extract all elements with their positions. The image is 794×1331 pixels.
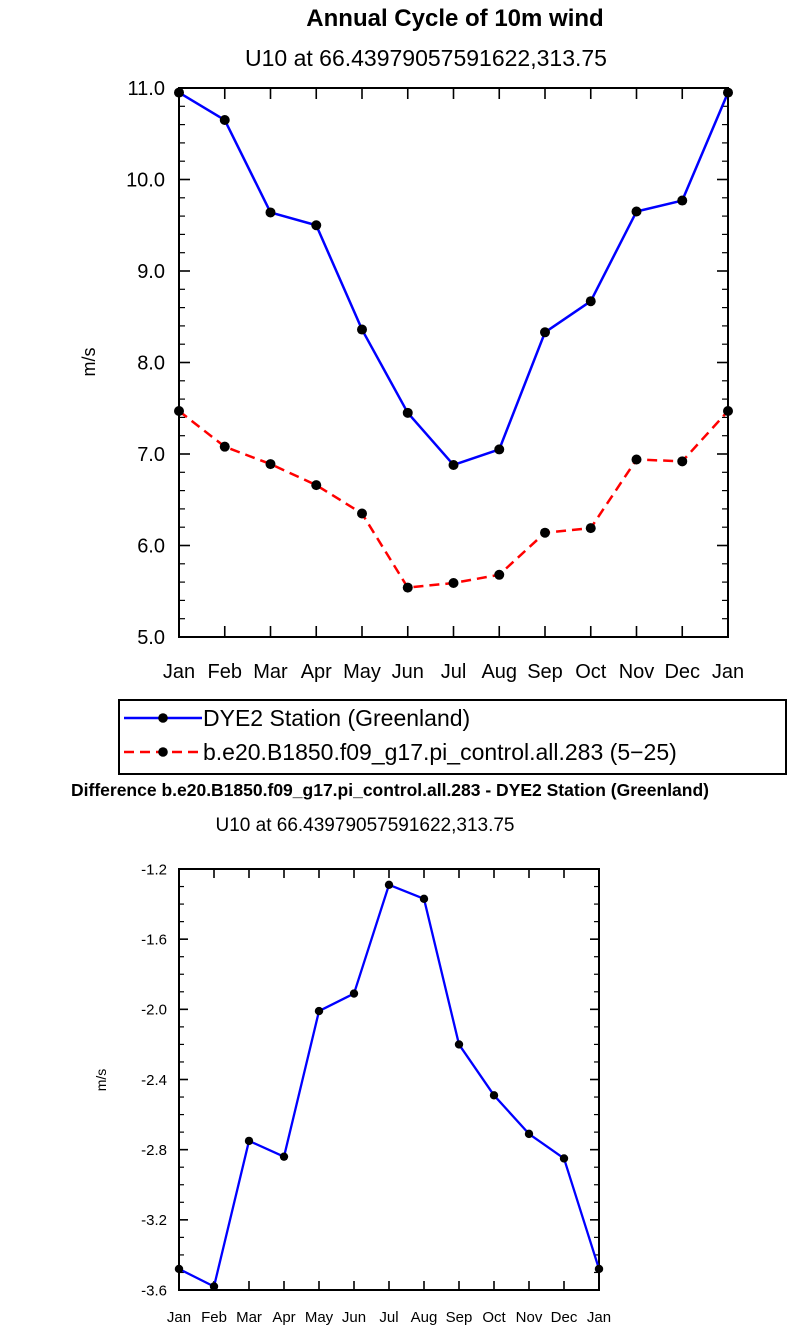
chart1-series-1-point	[585, 523, 596, 534]
chart2-xtick-label: Aug	[411, 1309, 438, 1326]
chart1-series-0-point	[585, 296, 596, 307]
chart2-title: Difference b.e20.B1850.f09_g17.pi_contro…	[71, 780, 709, 800]
chart1-series-1-point	[723, 405, 733, 416]
chart1-ytick-label: 9.0	[137, 261, 165, 283]
chart2-series-0-point	[384, 880, 394, 889]
chart2-ytick-label: -1.6	[141, 932, 167, 949]
chart2-series-0-point	[209, 1282, 219, 1291]
chart1-xtick-label: Dec	[664, 661, 700, 683]
chart2-subtitle: U10 at 66.43979057591622,313.75	[216, 815, 515, 836]
chart2-xtick-label: Oct	[482, 1309, 506, 1326]
chart2-frame	[178, 868, 600, 1291]
chart1-series-0-point	[219, 115, 230, 126]
legend-marker-control	[158, 747, 168, 757]
chart1-ytick-label: 11.0	[128, 78, 165, 100]
chart1-series-0-point	[448, 459, 459, 470]
chart2-ytick-label: -1.2	[141, 861, 167, 878]
chart1-series-1-point	[311, 480, 322, 491]
chart1-series-1-point	[494, 569, 505, 580]
chart2-ylabel: m/s	[93, 1069, 109, 1092]
chart1-ytick-label: 6.0	[137, 536, 165, 558]
chart2-series-0-point	[454, 1040, 464, 1049]
chart1-series-1-point	[677, 456, 688, 467]
chart1-title: Annual Cycle of 10m wind	[306, 5, 603, 32]
chart1-xtick-label: Jun	[392, 661, 424, 683]
chart2-xtick-label: Nov	[516, 1309, 543, 1326]
chart2-xtick-label: Jan	[587, 1309, 611, 1326]
chart2-series-0-point	[244, 1136, 254, 1146]
chart2-xtick-label: Dec	[551, 1309, 578, 1326]
chart2-xtick-label: Jul	[379, 1309, 398, 1326]
chart2-ytick-label: -2.8	[141, 1142, 167, 1159]
chart2-ytick-label: -3.6	[141, 1282, 167, 1299]
chart1-xtick-label: Sep	[527, 661, 563, 683]
chart1-series-0-point	[402, 407, 413, 418]
chart2-series-0-point	[174, 1264, 184, 1274]
chart1-series-1-point	[540, 527, 550, 538]
chart1-xtick-label: Oct	[575, 661, 607, 683]
chart2-series-0-point	[419, 894, 429, 904]
chart2-series-0-point	[559, 1154, 569, 1163]
chart2-xtick-label: May	[305, 1309, 334, 1326]
chart2-ytick-label: -2.4	[141, 1072, 167, 1089]
chart1-legend: DYE2 Station (Greenland) b.e20.B1850.f09…	[118, 699, 787, 775]
chart1-ytick-label: 10.0	[126, 170, 165, 192]
chart2-series-0-point	[524, 1129, 534, 1139]
chart2-series-0-point	[349, 989, 359, 998]
chart1-ytick-label: 8.0	[137, 353, 165, 375]
chart1-ylabel: m/s	[79, 348, 99, 377]
chart2-series-0-point	[314, 1006, 324, 1016]
chart2-series-0-point	[279, 1152, 289, 1161]
chart1-frame	[178, 87, 729, 638]
chart1-series-0-point	[631, 206, 642, 217]
chart2-xtick-label: Apr	[272, 1309, 295, 1326]
legend-marker-dye2	[158, 713, 168, 723]
chart1-xtick-label: Apr	[301, 661, 332, 683]
chart1-series-0-point	[357, 324, 367, 335]
chart2-series-0-point	[489, 1091, 499, 1100]
difference-chart: Difference b.e20.B1850.f09_g17.pi_contro…	[71, 780, 709, 1326]
chart1-xtick-label: Mar	[253, 661, 288, 683]
chart1-series-1-point	[402, 582, 413, 593]
chart1-series-1-point	[265, 459, 276, 470]
chart1-series-0-point	[265, 207, 276, 218]
chart1-series-line-0	[178, 91, 730, 467]
chart2-series-line-0	[178, 883, 601, 1288]
chart1-xtick-label: Jul	[441, 661, 467, 683]
chart2-series-0-point	[594, 1264, 604, 1274]
chart1-ytick-label: 5.0	[137, 627, 165, 649]
chart1-series-1-point	[448, 578, 459, 589]
chart2-xtick-label: Jun	[342, 1309, 366, 1326]
chart1-series-0-point	[723, 87, 733, 98]
chart2-xtick-label: Jan	[167, 1309, 191, 1326]
chart1-xtick-label: Feb	[208, 661, 242, 683]
legend-label-control: b.e20.B1850.f09_g17.pi_control.all.283 (…	[203, 739, 677, 765]
chart1-series-0-point	[494, 444, 505, 455]
chart2-xtick-label: Feb	[201, 1309, 227, 1326]
chart2-ytick-label: -2.0	[141, 1002, 167, 1019]
chart1-series-0-point	[677, 195, 688, 206]
chart1-xtick-label: May	[343, 661, 381, 683]
chart1-xtick-label: Aug	[481, 661, 517, 683]
chart1-series-0-point	[174, 87, 184, 98]
chart1-series-0-point	[540, 327, 550, 338]
chart1-xtick-label: Jan	[163, 661, 195, 683]
chart2-xtick-label: Mar	[236, 1309, 262, 1326]
chart2-ytick-label: -3.2	[141, 1212, 167, 1229]
chart1-series-0-point	[311, 220, 322, 231]
chart1-xtick-label: Jan	[712, 661, 744, 683]
chart2-xtick-label: Sep	[446, 1309, 473, 1326]
chart1-subtitle: U10 at 66.43979057591622,313.75	[245, 45, 607, 71]
chart1-series-1-point	[357, 508, 367, 519]
chart1-xtick-label: Nov	[619, 661, 655, 683]
legend-box	[118, 699, 787, 775]
chart1-series-1-point	[631, 454, 642, 465]
annual-cycle-chart: Annual Cycle of 10m wind U10 at 66.43979…	[79, 5, 787, 775]
chart1-series-line-1	[178, 410, 729, 589]
chart1-ytick-label: 7.0	[137, 444, 165, 466]
legend-label-dye2: DYE2 Station (Greenland)	[203, 705, 470, 731]
chart1-series-1-point	[219, 441, 230, 452]
chart1-series-1-point	[174, 405, 184, 416]
